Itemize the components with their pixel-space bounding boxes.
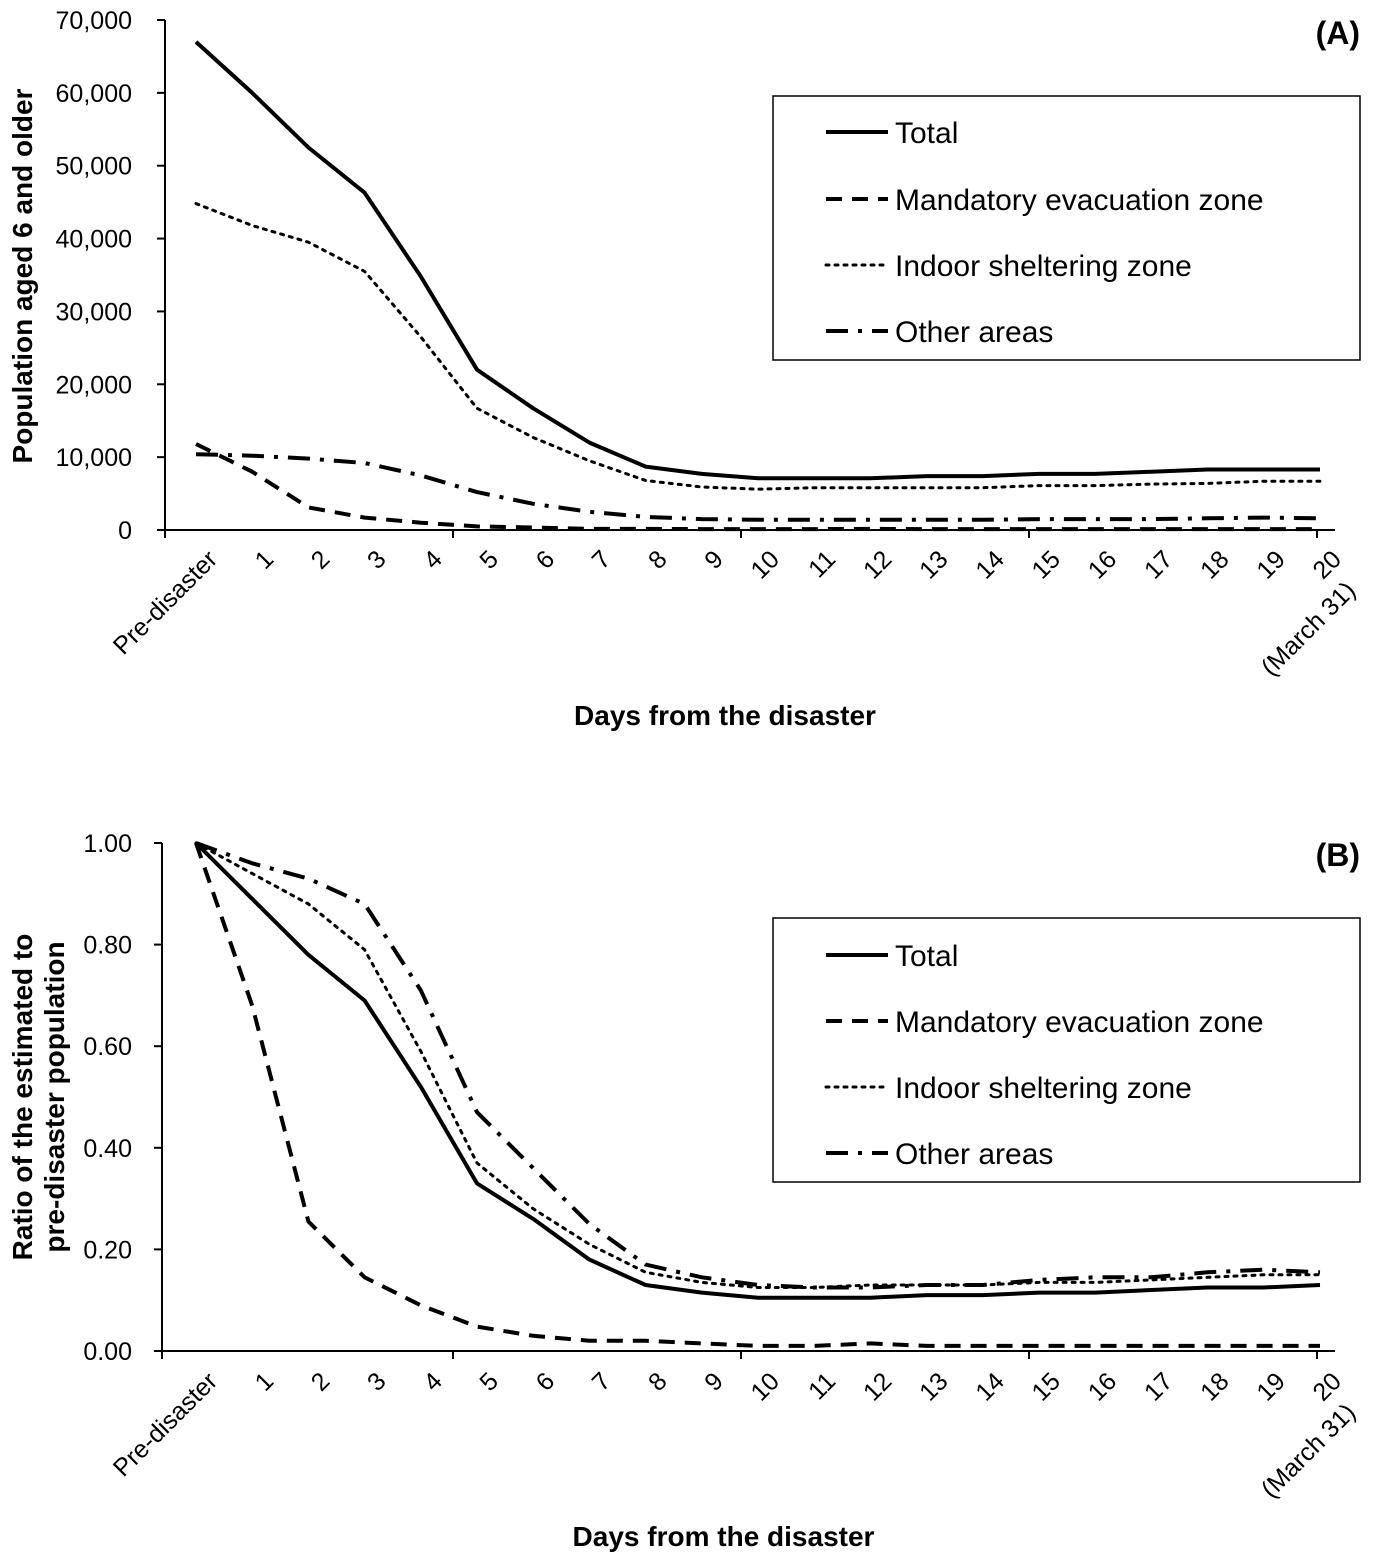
y-tick-label: 50,000 (56, 153, 132, 181)
x-tick-label: 11 (803, 1367, 841, 1405)
series-line-total (194, 40, 1320, 481)
x-tick-label: 13 (914, 545, 953, 584)
x-tick-label: 1 (250, 545, 280, 575)
x-tick-label: 18 (1195, 545, 1234, 584)
series-line-indoor-sheltering-zone (194, 202, 1322, 491)
x-tick-label: 3 (362, 1367, 392, 1397)
x-tick-label: 9 (699, 1367, 729, 1397)
y-tick-label: 0.20 (83, 1236, 132, 1264)
x-tick-label: 8 (643, 1367, 673, 1397)
x-tick-label: Pre-disaster (108, 1367, 223, 1482)
x-tick-label: 4 (418, 1367, 448, 1397)
x-tick-label: 6 (531, 545, 561, 575)
x-tick-label: 19 (1251, 1367, 1290, 1406)
x-tick-label: 19 (1251, 545, 1290, 584)
y-tick-label: 0.60 (83, 1033, 132, 1061)
x-tick-label: 10 (746, 1367, 785, 1406)
y-axis-title: Ratio of the estimated topre-disaster po… (7, 934, 70, 1261)
x-tick-label: Pre-disaster (108, 545, 223, 660)
y-tick-label: 30,000 (56, 298, 132, 326)
x-tick-label: 13 (914, 1367, 953, 1406)
x-tick-label: 6 (531, 1367, 561, 1397)
legend-label: Other areas (895, 1138, 1053, 1171)
legend: Total Mandatory evacuation zone Indoor she… (772, 917, 1361, 1183)
x-axis-title: Days from the disaster (573, 1521, 875, 1552)
y-tick-label: 0 (118, 517, 132, 545)
x-tick-label: 2 (306, 1367, 336, 1397)
y-tick-label: 20,000 (56, 371, 132, 399)
y-tick-label: 0.40 (83, 1135, 132, 1163)
x-tick-label: 3 (362, 545, 392, 575)
legend-label: Indoor sheltering zone (895, 250, 1192, 283)
y-tick-label: 60,000 (56, 80, 132, 108)
x-tick-label: 15 (1027, 545, 1066, 584)
x-axis-title: Days from the disaster (574, 700, 876, 731)
x-tick-label: 2 (306, 545, 336, 575)
y-tick-label: 1.00 (83, 830, 132, 858)
x-tick-label: 11 (803, 545, 841, 583)
y-axis-title: Population aged 6 and older (7, 88, 38, 463)
y-tick-label: 40,000 (56, 226, 132, 254)
y-tick-label: 10,000 (56, 444, 132, 472)
x-tick-label: 10 (746, 545, 785, 584)
x-tick-label: 14 (970, 1367, 1010, 1407)
x-tick-label: 7 (587, 545, 617, 575)
y-tick-label: 0.00 (83, 1338, 132, 1366)
series-line-indoor-sheltering-zone (194, 841, 1322, 1289)
series-line-other-areas (195, 452, 1321, 522)
x-tick-label: 16 (1083, 1367, 1122, 1406)
x-tick-label: 16 (1083, 545, 1122, 584)
x-tick-label: 5 (474, 545, 504, 575)
series-line-mandatory-evacuation-zone (194, 842, 1320, 1348)
legend-label: Total (895, 940, 958, 973)
x-tick-label: 5 (474, 1367, 504, 1397)
legend: Total Mandatory evacuation zone Indoor she… (772, 95, 1361, 361)
legend-label: Other areas (895, 316, 1053, 349)
x-tick-label: 14 (970, 545, 1010, 585)
chart-panel-a: 0 10,000 20,000 30,000 40,000 50,000 60,000 70,… (7, 7, 1361, 731)
x-tick-label: 18 (1195, 1367, 1234, 1406)
x-tick-label: 9 (699, 545, 729, 575)
x-tick-label: 7 (587, 1367, 617, 1397)
y-tick-label: 0.80 (83, 932, 132, 960)
x-tick-label: 4 (418, 545, 448, 575)
x-tick-label: 17 (1139, 545, 1178, 584)
x-tick-label: 12 (858, 1367, 897, 1406)
panel-label: (B) (1316, 837, 1360, 873)
x-tick-label: 1 (250, 1367, 280, 1397)
x-tick-label: 8 (643, 545, 673, 575)
x-tick-label: 12 (858, 545, 897, 584)
y-tick-label: 70,000 (56, 7, 132, 35)
legend-box (772, 917, 1361, 1183)
legend-label: Mandatory evacuation zone (895, 184, 1264, 217)
x-tick-label: 15 (1027, 1367, 1066, 1406)
legend-label: Total (895, 117, 958, 150)
legend-box (772, 95, 1361, 361)
legend-label: Mandatory evacuation zone (895, 1006, 1264, 1039)
legend-label: Indoor sheltering zone (895, 1072, 1192, 1105)
series-line-mandatory-evacuation-zone (195, 442, 1320, 532)
panel-label: (A) (1316, 15, 1360, 51)
x-tick-label: 17 (1139, 1367, 1178, 1406)
series-line-total (194, 841, 1321, 1300)
